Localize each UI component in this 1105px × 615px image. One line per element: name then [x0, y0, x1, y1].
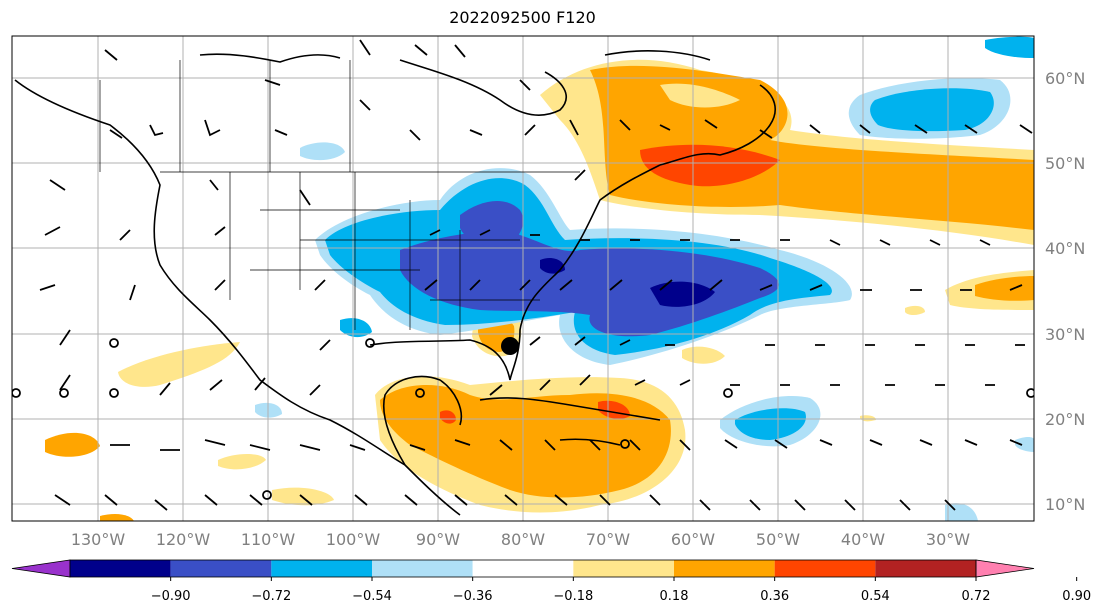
lon-label: 80°W	[501, 530, 545, 549]
map-area	[12, 36, 1034, 521]
lon-label: 50°W	[756, 530, 800, 549]
lat-label: 50°N	[1045, 154, 1085, 173]
latitude-labels: 60°N 50°N 40°N 30°N 20°N 10°N	[1045, 69, 1085, 514]
calm-circles	[12, 338, 1034, 500]
colorbar-tick-label: −0.90	[151, 589, 191, 604]
lat-label: 40°N	[1045, 239, 1085, 258]
lon-label: 110°W	[241, 530, 296, 549]
negative-anomaly-shading	[255, 36, 1034, 521]
lat-label: 30°N	[1045, 325, 1085, 344]
lat-label: 60°N	[1045, 69, 1085, 88]
colorbar-tick-label: −0.54	[352, 589, 392, 604]
colorbar-segment	[372, 560, 473, 577]
colorbar-extend-low	[11, 559, 71, 578]
lon-label: 100°W	[326, 530, 381, 549]
station-marker	[501, 337, 519, 355]
colorbar-tick-label: 0.90	[1062, 589, 1091, 604]
colorbar-segment	[875, 560, 976, 577]
colorbar-tick-label: 0.18	[660, 589, 689, 604]
lon-label: 30°W	[926, 530, 970, 549]
lat-label: 10°N	[1045, 495, 1085, 514]
longitude-labels: 130°W 120°W 110°W 100°W 90°W 80°W 70°W 6…	[71, 530, 970, 549]
map-title: 2022092500 F120	[449, 8, 596, 27]
lon-label: 90°W	[416, 530, 460, 549]
colorbar-segment	[70, 560, 171, 577]
colorbar-tick-label: −0.36	[453, 589, 493, 604]
colorbar-tick-label: 0.72	[962, 589, 991, 604]
colorbar-outline	[69, 559, 977, 578]
colorbar-tick-label: 0.54	[861, 589, 890, 604]
lon-label: 120°W	[156, 530, 211, 549]
colorbar-labels: −0.90 −0.72 −0.54 −0.36 −0.18 0.18 0.36 0.54 0.7…	[151, 589, 1091, 604]
colorbar-tick-label: −0.18	[553, 589, 593, 604]
colorbar-segment	[271, 560, 372, 577]
map-frame	[11, 35, 1035, 522]
lon-label: 40°W	[841, 530, 885, 549]
colorbar-tick-label: −0.72	[251, 589, 291, 604]
colorbar	[11, 559, 1078, 581]
colorbar-segment	[674, 560, 775, 577]
lon-label: 130°W	[71, 530, 126, 549]
graticule	[12, 36, 1034, 521]
lon-label: 60°W	[671, 530, 715, 549]
wind-barbs	[39, 39, 1033, 511]
colorbar-segment	[170, 560, 272, 577]
colorbar-tick-label: 0.36	[760, 589, 789, 604]
lon-label: 70°W	[586, 530, 630, 549]
political-borders	[99, 60, 580, 340]
colorbar-segment	[573, 560, 674, 577]
lat-label: 20°N	[1045, 410, 1085, 429]
coastlines	[14, 50, 776, 516]
colorbar-segment	[472, 560, 574, 577]
colorbar-segment	[774, 560, 876, 577]
colorbar-extend-high	[975, 559, 1035, 578]
